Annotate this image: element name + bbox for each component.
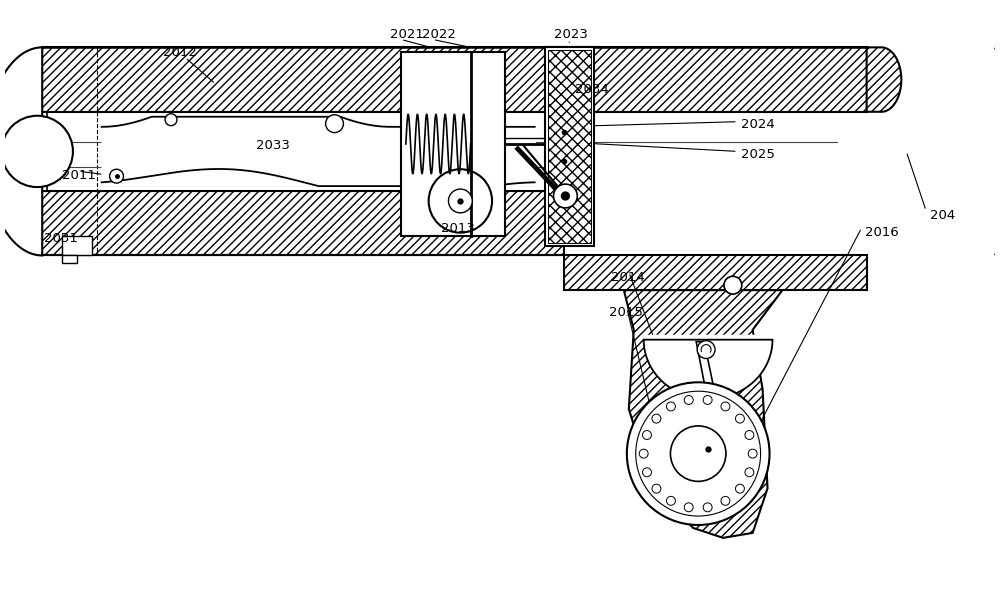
Polygon shape bbox=[545, 48, 594, 246]
Polygon shape bbox=[406, 109, 471, 179]
Circle shape bbox=[735, 414, 744, 423]
Circle shape bbox=[697, 340, 715, 359]
Circle shape bbox=[165, 113, 177, 126]
Circle shape bbox=[684, 503, 693, 512]
Text: 2014: 2014 bbox=[611, 271, 645, 284]
Circle shape bbox=[684, 395, 693, 404]
Text: 2034: 2034 bbox=[575, 84, 609, 96]
Circle shape bbox=[724, 276, 742, 294]
Circle shape bbox=[745, 468, 754, 477]
Text: 2013: 2013 bbox=[441, 222, 474, 235]
Text: 2024: 2024 bbox=[741, 118, 775, 131]
Polygon shape bbox=[644, 340, 772, 399]
Polygon shape bbox=[696, 342, 720, 399]
Circle shape bbox=[429, 169, 492, 232]
Text: 2022: 2022 bbox=[422, 28, 456, 41]
Circle shape bbox=[326, 115, 343, 132]
Circle shape bbox=[2, 116, 73, 187]
Polygon shape bbox=[564, 256, 867, 290]
Polygon shape bbox=[0, 48, 42, 256]
Circle shape bbox=[748, 449, 757, 458]
Circle shape bbox=[636, 391, 761, 516]
Circle shape bbox=[448, 189, 472, 213]
Polygon shape bbox=[644, 335, 772, 399]
Polygon shape bbox=[62, 256, 77, 264]
Circle shape bbox=[652, 484, 661, 493]
Circle shape bbox=[670, 426, 726, 481]
Circle shape bbox=[666, 497, 675, 505]
Circle shape bbox=[639, 449, 648, 458]
Polygon shape bbox=[548, 51, 591, 243]
Circle shape bbox=[554, 184, 577, 208]
Text: 204: 204 bbox=[930, 209, 955, 222]
Circle shape bbox=[745, 431, 754, 439]
Circle shape bbox=[561, 192, 569, 200]
Circle shape bbox=[735, 484, 744, 493]
Polygon shape bbox=[624, 290, 782, 538]
Circle shape bbox=[643, 468, 651, 477]
Circle shape bbox=[666, 402, 675, 411]
Text: 2033: 2033 bbox=[256, 139, 290, 152]
Polygon shape bbox=[42, 48, 867, 112]
Text: 2015: 2015 bbox=[609, 306, 643, 320]
Polygon shape bbox=[42, 112, 867, 191]
Text: 2011: 2011 bbox=[62, 169, 96, 182]
Circle shape bbox=[703, 395, 712, 404]
Text: 2031: 2031 bbox=[44, 232, 78, 245]
Circle shape bbox=[721, 497, 730, 505]
Polygon shape bbox=[401, 52, 505, 235]
Text: 2023: 2023 bbox=[554, 28, 587, 41]
Polygon shape bbox=[62, 235, 92, 256]
Text: 2012: 2012 bbox=[163, 46, 197, 59]
Polygon shape bbox=[867, 48, 901, 112]
Circle shape bbox=[652, 414, 661, 423]
Text: 2025: 2025 bbox=[741, 148, 775, 161]
Circle shape bbox=[110, 169, 123, 183]
Text: 2021: 2021 bbox=[390, 28, 424, 41]
Circle shape bbox=[627, 382, 770, 525]
Circle shape bbox=[721, 402, 730, 411]
Circle shape bbox=[703, 503, 712, 512]
Polygon shape bbox=[42, 191, 564, 256]
Circle shape bbox=[643, 431, 651, 439]
Text: 2016: 2016 bbox=[865, 226, 898, 239]
